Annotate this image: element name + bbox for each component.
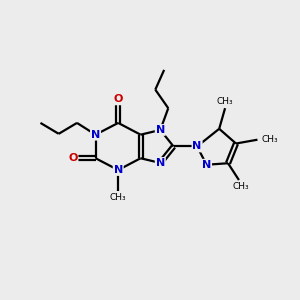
Text: N: N [202, 160, 211, 170]
Text: N: N [114, 165, 123, 175]
Text: N: N [193, 142, 202, 152]
Text: O: O [68, 153, 77, 163]
Text: N: N [156, 125, 165, 135]
Text: N: N [91, 130, 100, 140]
Text: N: N [156, 158, 165, 168]
Text: CH₃: CH₃ [217, 97, 233, 106]
Text: CH₃: CH₃ [261, 135, 278, 144]
Text: O: O [113, 94, 123, 104]
Text: CH₃: CH₃ [232, 182, 249, 191]
Text: CH₃: CH₃ [110, 193, 127, 202]
